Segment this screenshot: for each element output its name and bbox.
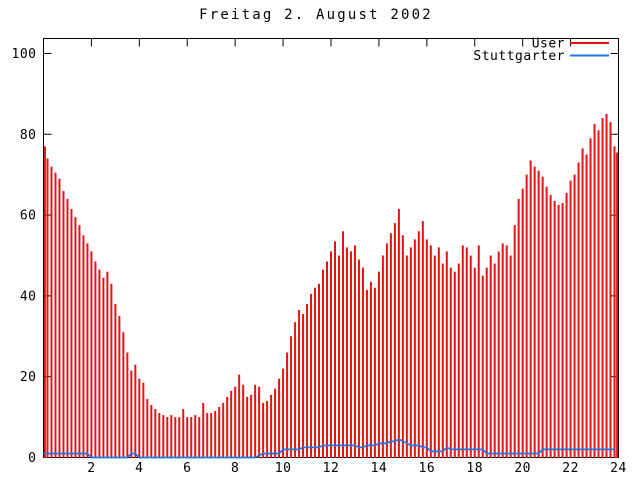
- legend-label-user: User: [532, 37, 565, 52]
- x-tick-label: 8: [231, 461, 239, 476]
- x-tick-label: 4: [135, 461, 143, 476]
- stuttgarter-line: [43, 438, 615, 459]
- x-tick-label: 10: [275, 461, 292, 476]
- y-tick-label: 80: [20, 128, 37, 143]
- x-tick-label: 6: [183, 461, 191, 476]
- x-tick-label: 22: [562, 461, 579, 476]
- x-tick-label: 12: [323, 461, 340, 476]
- y-tick-label: 100: [12, 47, 37, 62]
- legend-label-stuttgarter: Stuttgarter: [473, 49, 565, 64]
- legend: User Stuttgarter: [473, 37, 609, 64]
- chart-title: Freitag 2. August 2002: [199, 7, 433, 23]
- user-series: [43, 114, 619, 458]
- x-tick-label: 2: [87, 461, 95, 476]
- x-tick-label: 14: [371, 461, 388, 476]
- y-tick-label: 40: [20, 289, 37, 304]
- x-tick-label: 20: [514, 461, 531, 476]
- y-tick-label: 0: [28, 451, 36, 466]
- y-tick-label: 20: [20, 370, 37, 385]
- y-tick-label: 60: [20, 209, 37, 224]
- x-tick-label: 24: [610, 461, 627, 476]
- x-tick-label: 18: [466, 461, 483, 476]
- x-tick-label: 16: [419, 461, 436, 476]
